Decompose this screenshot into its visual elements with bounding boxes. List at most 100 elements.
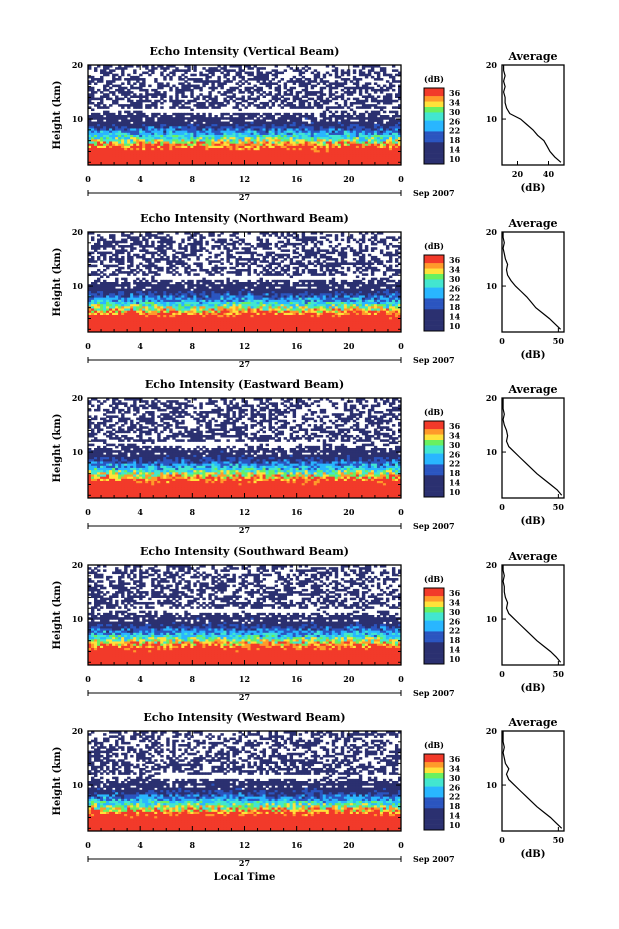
heatmap-cell [337, 130, 342, 133]
heatmap-cell [202, 154, 206, 157]
heatmap-cell [127, 310, 131, 313]
heatmap-cell [355, 125, 360, 129]
heatmap-cell [118, 75, 122, 79]
heatmap-cell [130, 91, 134, 94]
heatmap-cell [358, 143, 363, 146]
heatmap-cell [106, 308, 110, 311]
heatmap-cell [211, 154, 215, 157]
heatmap-cell [184, 130, 188, 133]
heatmap-cell [208, 147, 212, 151]
heatmap-cell [220, 130, 224, 133]
heatmap-cell [322, 121, 327, 125]
heatmap-cell [232, 75, 236, 79]
heatmap-cell [361, 303, 366, 307]
heatmap-cell [157, 65, 161, 68]
heatmap-cell [346, 136, 351, 140]
heatmap-cell [193, 162, 197, 166]
heatmap-cell [346, 86, 351, 90]
heatmap-cell [373, 325, 378, 329]
heatmap-cell [217, 138, 221, 142]
heatmap-cell [151, 310, 155, 313]
heatmap-cell [139, 84, 143, 88]
heatmap-cell [130, 156, 134, 159]
heatmap-cell [190, 84, 194, 88]
heatmap-cell [172, 136, 176, 140]
heatmap-cell [214, 117, 218, 120]
heatmap-cell [346, 321, 351, 324]
heatmap-cell [133, 325, 137, 329]
heatmap-cell [391, 156, 396, 159]
heatmap-cell [244, 308, 248, 311]
heatmap-cell [157, 128, 161, 131]
heatmap-cell [238, 108, 242, 112]
heatmap-cell [382, 145, 387, 148]
heatmap-cell [289, 78, 294, 81]
heatmap-cell [352, 329, 357, 333]
heatmap-cell [319, 329, 324, 333]
heatmap-cell [118, 323, 122, 326]
heatmap-cell [208, 151, 212, 155]
heatmap-cell [304, 318, 309, 322]
heatmap-cell [181, 84, 185, 88]
heatmap-cell [157, 145, 161, 148]
heatmap-cell [313, 91, 318, 94]
heatmap-cell [187, 123, 191, 127]
heatmap-cell [121, 71, 125, 75]
heatmap-cell [397, 303, 402, 307]
heatmap-cell [196, 86, 200, 90]
heatmap-cell [211, 97, 215, 101]
heatmap-cell [166, 318, 170, 322]
heatmap-cell [94, 308, 98, 311]
heatmap-cell [373, 106, 378, 109]
heatmap-cell [208, 156, 212, 159]
heatmap-cell [211, 67, 215, 70]
heatmap-cell [385, 316, 390, 320]
heatmap-cell [298, 132, 303, 135]
heatmap-cell [115, 119, 119, 122]
heatmap-cell [265, 327, 269, 331]
heatmap-cell [217, 310, 221, 313]
heatmap-cell [334, 110, 339, 114]
heatmap-cell [142, 316, 146, 320]
heatmap-cell [154, 303, 158, 307]
colorbar-swatch [424, 112, 444, 116]
heatmap-cell [250, 136, 254, 140]
heatmap-cell [259, 123, 263, 127]
heatmap-cell [100, 162, 104, 166]
heatmap-cell [127, 151, 131, 155]
heatmap-cell [385, 158, 390, 162]
heatmap-cell [292, 112, 297, 116]
heatmap-cell [88, 125, 92, 129]
heatmap-cell [166, 132, 170, 135]
heatmap-cell [139, 130, 143, 133]
heatmap-cell [121, 147, 125, 151]
heatmap-cell [265, 112, 269, 116]
heatmap-cell [253, 160, 257, 164]
heatmap-cell [340, 147, 345, 151]
heatmap-cell [373, 99, 378, 103]
heatmap-cell [118, 104, 122, 107]
heatmap-cell [229, 97, 233, 101]
heatmap-cell [151, 115, 155, 118]
heatmap-cell [373, 71, 378, 75]
heatmap-cell [376, 312, 381, 315]
heatmap-cell [244, 329, 248, 333]
heatmap-cell [214, 316, 218, 320]
heatmap-cell [148, 130, 152, 133]
y-tick-label: 10 [72, 114, 84, 124]
heatmap-cell [145, 123, 149, 127]
heatmap-cell [238, 149, 242, 153]
heatmap-cell [337, 136, 342, 140]
heatmap-cell [301, 138, 306, 142]
heatmap-cell [91, 123, 95, 127]
heatmap-cell [286, 80, 291, 83]
heatmap-cell [181, 134, 185, 138]
heatmap-cell [364, 149, 369, 153]
heatmap-cell [385, 99, 390, 103]
heatmap-cell [352, 160, 357, 164]
heatmap-cell [394, 149, 399, 153]
heatmap-cell [181, 314, 185, 318]
heatmap-cell [337, 327, 342, 331]
heatmap-cell [160, 123, 164, 127]
heatmap-cell [229, 136, 233, 140]
